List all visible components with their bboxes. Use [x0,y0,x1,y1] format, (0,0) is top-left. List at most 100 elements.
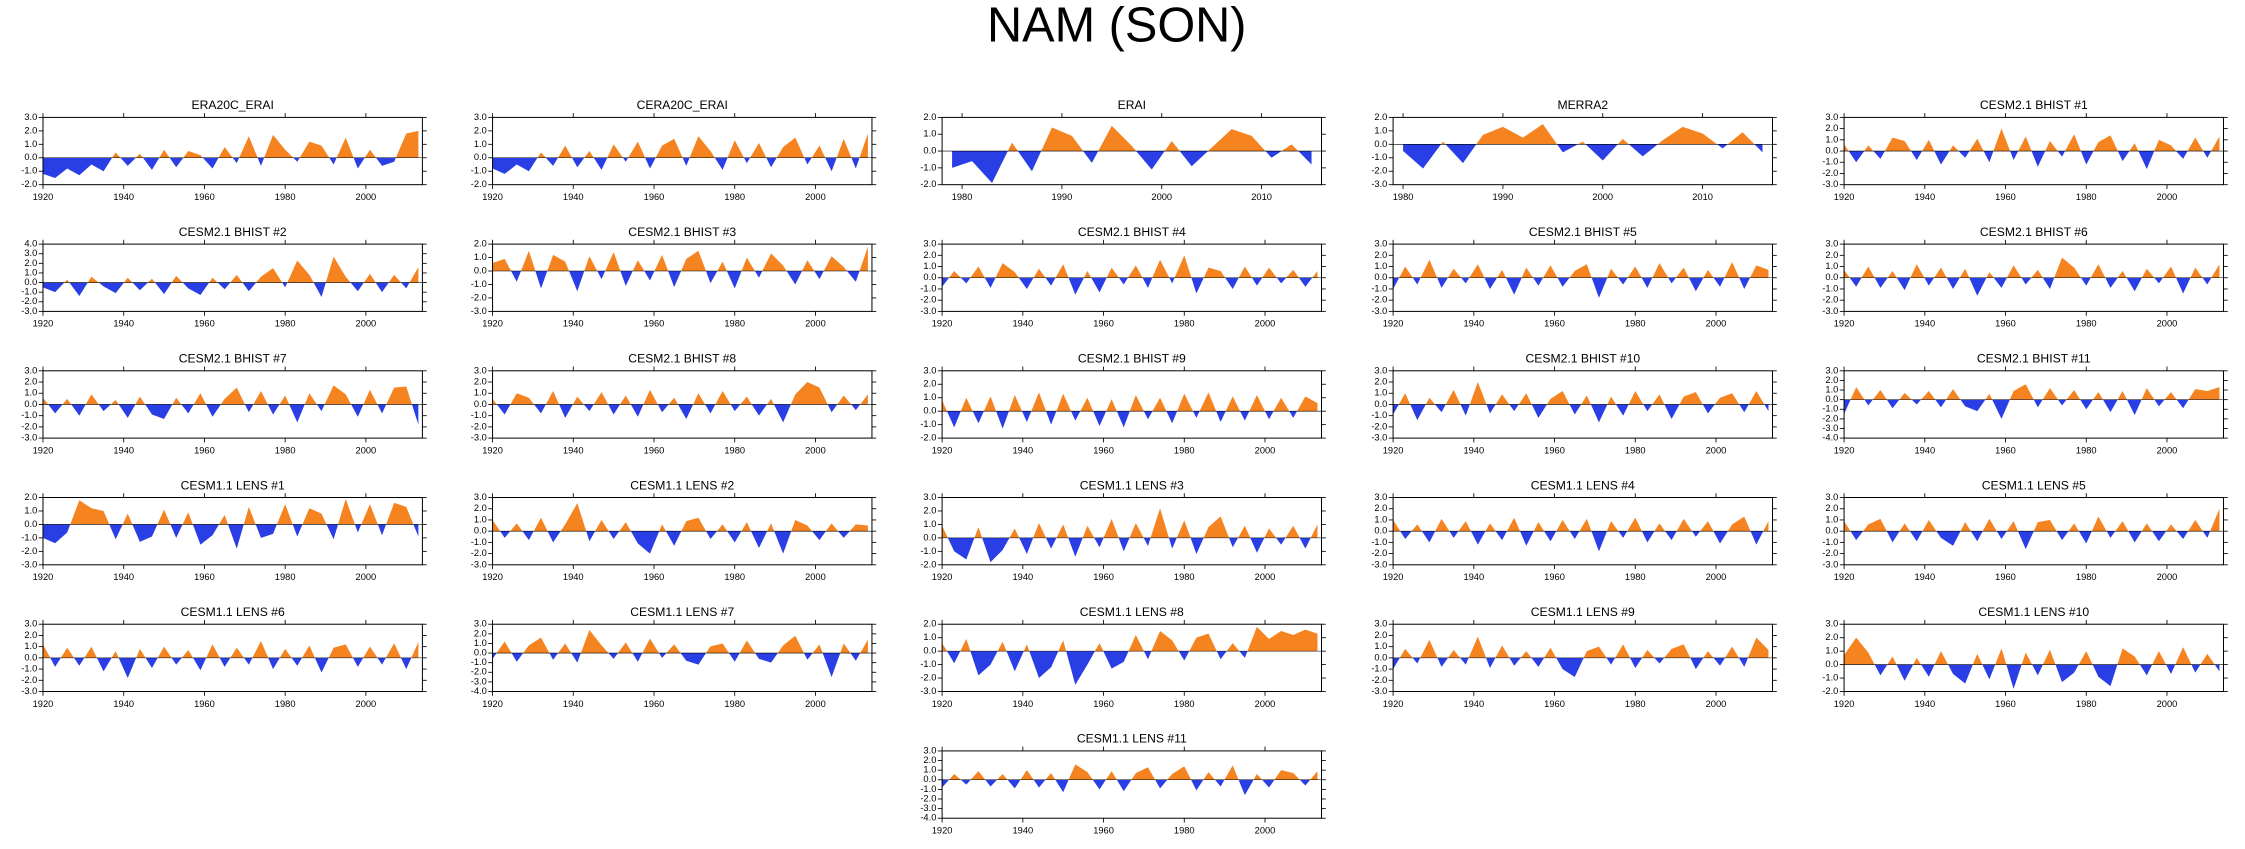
x-tick-label: 1980 [275,319,296,329]
y-tick-label: 0.0 [1825,659,1838,669]
x-tick-label: 2000 [2157,192,2178,202]
y-tick-label: -1.0 [1822,404,1838,414]
x-tick-label: 1940 [1463,699,1484,709]
y-tick-label: -2.0 [471,548,487,558]
y-tick-label: 1.0 [923,261,936,271]
y-tick-label: -3.0 [1822,306,1838,316]
x-tick-label: 2000 [1255,445,1276,455]
panel: CESM1.1 LENS #11 3.02.01.00.0-1.0-2.0-3.0… [920,732,1326,836]
x-tick-label: 1980 [1174,445,1195,455]
y-tick-label: -3.0 [1371,686,1387,696]
x-tick-label: 1940 [113,445,134,455]
x-tick-label: 1920 [482,699,503,709]
x-tick-label: 1920 [1834,445,1855,455]
y-tick-label: -1.0 [920,162,936,172]
y-tick-label: 1.0 [1825,384,1838,394]
y-tick-label: 1.0 [923,519,936,529]
y-tick-label: 0.0 [1374,652,1387,662]
y-tick-label: -3.0 [471,433,487,443]
y-tick-label: 2.0 [474,503,487,513]
x-tick-label: 1940 [1914,699,1935,709]
x-tick-label: 1940 [1914,445,1935,455]
y-tick-label: -2.0 [1371,548,1387,558]
y-tick-label: -2.0 [1822,168,1838,178]
x-tick-label: 1920 [33,319,54,329]
y-tick-label: 0.0 [24,152,37,162]
plot-frame [1843,116,2224,186]
y-tick-label: 3.0 [24,112,37,122]
x-tick-label: 1980 [952,192,973,202]
plot-frame [941,497,1323,566]
area-above [492,246,868,272]
x-tick-label: 1940 [113,699,134,709]
y-tick-label: 0.0 [24,277,37,287]
y-tick-label: 2.0 [24,258,37,268]
y-tick-label: -2.0 [471,421,487,431]
plot-frame [492,116,873,186]
x-tick-label: 2000 [1706,572,1727,582]
y-tick-label: -3.0 [1822,559,1838,569]
x-tick-label: 1920 [1834,572,1855,582]
figure-title: NAM (SON) [987,0,1246,52]
panel: CESM1.1 LENS #7 3.02.01.00.0-1.0-2.0-3.0-… [471,605,877,709]
y-tick-label: 2.0 [1825,375,1838,385]
plot-frame [1392,497,1773,566]
plot-frame [42,243,423,312]
plot-frame [941,243,1323,312]
y-tick-label: -2.0 [1371,295,1387,305]
x-tick-label: 1940 [563,319,584,329]
x-tick-label: 1980 [2076,319,2097,329]
x-tick-label: 2000 [356,572,377,582]
x-tick-label: 1920 [482,192,503,202]
x-tick-label: 1960 [644,192,665,202]
y-tick-label: 3.0 [24,365,37,375]
x-tick-label: 2000 [356,699,377,709]
y-tick-label: -2.0 [1822,295,1838,305]
x-tick-label: 1960 [1093,445,1114,455]
y-tick-label: 2.0 [923,379,936,389]
x-tick-label: 2000 [1255,572,1276,582]
area-above [942,392,1318,412]
x-tick-label: 2000 [805,319,826,329]
y-tick-label: 2.0 [24,630,37,640]
area-above [492,133,868,158]
y-tick-label: -4.0 [471,686,487,696]
y-tick-label: 0.0 [923,532,936,542]
x-tick-label: 1920 [1383,699,1404,709]
x-tick-label: 1940 [113,319,134,329]
area-below [1844,151,2220,169]
plot-frame [492,243,873,312]
area-below [42,524,419,549]
y-tick-label: -3.0 [21,433,37,443]
y-tick-label: 0.0 [1374,399,1387,409]
plot-frame [492,623,873,693]
x-tick-label: 1940 [1463,572,1484,582]
x-tick-label: 1980 [275,572,296,582]
area-below [492,653,868,678]
panel: CESM1.1 LENS #2 3.02.01.0 0.0-1.0-2.0-3.0 1… [471,478,877,582]
y-tick-label: 0.0 [1825,394,1838,404]
y-tick-label: 3.0 [24,248,37,258]
y-tick-label: -1.0 [920,784,936,794]
y-tick-label: 3.0 [1374,492,1387,502]
x-tick-label: 1940 [113,192,134,202]
y-tick-label: 1.0 [923,632,936,642]
area-below [1844,531,2220,550]
y-tick-label: -3.0 [21,306,37,316]
plot-frame [1843,623,2224,693]
x-tick-label: 1940 [113,572,134,582]
y-tick-label: -2.0 [21,675,37,685]
plot-frame [492,497,873,566]
area-above [1441,124,1755,145]
panel: CESM2.1 BHIST #8 3.02.0 1.00.0-1.0-2.0 -3.0… [471,352,877,455]
x-tick-label: 1960 [1544,319,1565,329]
area-above [1844,508,2220,532]
y-tick-label: 2.0 [923,619,936,629]
panel-title: CESM1.1 LENS #4 [1531,478,1635,492]
area-above [1393,636,1769,658]
x-tick-label: 1980 [275,445,296,455]
y-tick-label: -3.0 [920,686,936,696]
x-tick-label: 2000 [356,319,377,329]
panel-title: CESM2.1 BHIST #11 [1977,352,2091,366]
